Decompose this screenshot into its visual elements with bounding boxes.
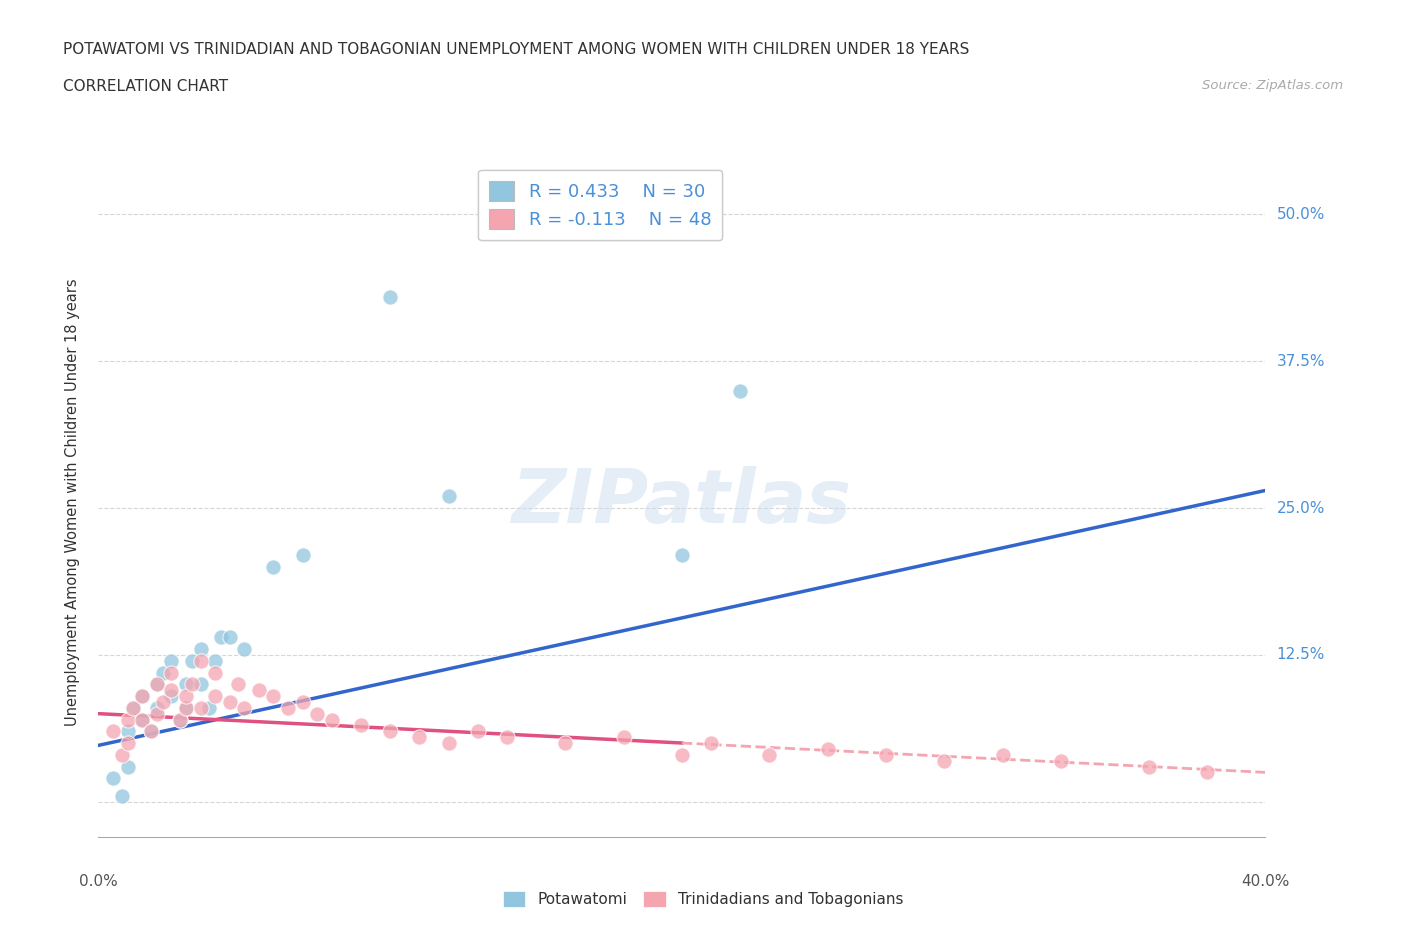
Text: 12.5%: 12.5%	[1277, 647, 1324, 662]
Point	[1195, 765, 1218, 780]
Text: 40.0%: 40.0%	[1241, 874, 1289, 889]
Text: 0.0%: 0.0%	[79, 874, 118, 889]
Point	[671, 748, 693, 763]
Point	[1137, 759, 1160, 774]
Point	[437, 489, 460, 504]
Point	[111, 789, 134, 804]
Point	[180, 677, 202, 692]
Text: ZIPatlas: ZIPatlas	[512, 466, 852, 538]
Y-axis label: Unemployment Among Women with Children Under 18 years: Unemployment Among Women with Children U…	[65, 278, 80, 726]
Point	[146, 677, 169, 692]
Point	[408, 730, 430, 745]
Point	[277, 700, 299, 715]
Text: 37.5%: 37.5%	[1277, 353, 1324, 368]
Point	[131, 688, 153, 703]
Legend: R = 0.433    N = 30, R = -0.113    N = 48: R = 0.433 N = 30, R = -0.113 N = 48	[478, 170, 723, 240]
Point	[198, 700, 221, 715]
Point	[117, 759, 139, 774]
Point	[174, 700, 197, 715]
Point	[169, 712, 191, 727]
Point	[152, 695, 174, 710]
Point	[174, 700, 197, 715]
Point	[131, 688, 153, 703]
Point	[291, 695, 314, 710]
Point	[174, 677, 197, 692]
Point	[131, 712, 153, 727]
Point	[228, 677, 250, 692]
Point	[117, 712, 139, 727]
Point	[378, 724, 402, 738]
Point	[991, 748, 1014, 763]
Text: POTAWATOMI VS TRINIDADIAN AND TOBAGONIAN UNEMPLOYMENT AMONG WOMEN WITH CHILDREN : POTAWATOMI VS TRINIDADIAN AND TOBAGONIAN…	[63, 42, 970, 57]
Point	[875, 748, 897, 763]
Point	[190, 677, 212, 692]
Point	[554, 736, 576, 751]
Point	[378, 289, 402, 304]
Point	[190, 654, 212, 669]
Point	[160, 654, 183, 669]
Point	[169, 712, 191, 727]
Point	[160, 688, 183, 703]
Point	[209, 630, 232, 644]
Point	[1050, 753, 1073, 768]
Point	[160, 665, 183, 680]
Text: CORRELATION CHART: CORRELATION CHART	[63, 79, 228, 94]
Point	[233, 642, 256, 657]
Point	[204, 665, 226, 680]
Point	[122, 700, 145, 715]
Point	[131, 712, 153, 727]
Point	[117, 724, 139, 738]
Point	[671, 548, 693, 563]
Point	[728, 383, 751, 398]
Point	[218, 630, 240, 644]
Point	[700, 736, 723, 751]
Point	[152, 665, 174, 680]
Point	[467, 724, 489, 738]
Point	[146, 677, 169, 692]
Point	[204, 688, 226, 703]
Point	[160, 683, 183, 698]
Point	[139, 724, 162, 738]
Point	[350, 718, 373, 733]
Point	[262, 559, 284, 574]
Point	[495, 730, 517, 745]
Point	[101, 771, 124, 786]
Point	[101, 724, 124, 738]
Point	[817, 741, 839, 756]
Point	[190, 642, 212, 657]
Text: 50.0%: 50.0%	[1277, 206, 1324, 222]
Point	[139, 724, 162, 738]
Point	[204, 654, 226, 669]
Point	[190, 700, 212, 715]
Point	[180, 654, 202, 669]
Point	[307, 706, 329, 721]
Point	[291, 548, 314, 563]
Point	[117, 736, 139, 751]
Point	[247, 683, 270, 698]
Point	[437, 736, 460, 751]
Point	[321, 712, 343, 727]
Point	[612, 730, 634, 745]
Point	[218, 695, 240, 710]
Point	[146, 706, 169, 721]
Point	[758, 748, 780, 763]
Point	[262, 688, 284, 703]
Point	[111, 748, 134, 763]
Point	[146, 700, 169, 715]
Point	[934, 753, 956, 768]
Point	[233, 700, 256, 715]
Legend: Potawatomi, Trinidadians and Tobagonians: Potawatomi, Trinidadians and Tobagonians	[496, 884, 910, 913]
Point	[174, 688, 197, 703]
Text: 25.0%: 25.0%	[1277, 500, 1324, 515]
Text: Source: ZipAtlas.com: Source: ZipAtlas.com	[1202, 79, 1343, 92]
Point	[122, 700, 145, 715]
